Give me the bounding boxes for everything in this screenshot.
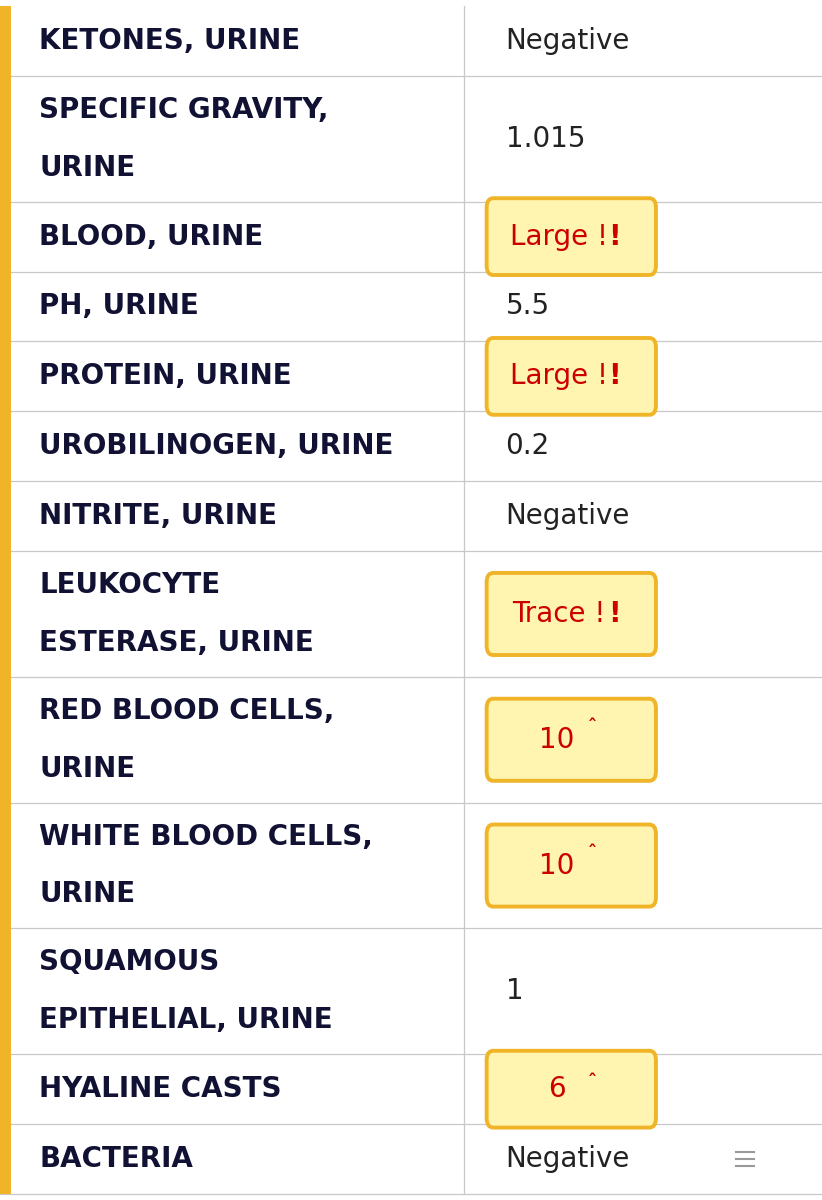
Text: KETONES, URINE: KETONES, URINE [39, 26, 301, 55]
Text: !: ! [607, 362, 621, 390]
Bar [0, 6, 11, 1194]
Text: UROBILINOGEN, URINE: UROBILINOGEN, URINE [39, 432, 394, 461]
Text: 1.015: 1.015 [506, 125, 585, 152]
Text: ˆ: ˆ [588, 718, 596, 736]
Text: Large !: Large ! [510, 223, 608, 251]
Text: 6: 6 [547, 1075, 566, 1103]
Text: EPITHELIAL, URINE: EPITHELIAL, URINE [39, 1007, 333, 1034]
Text: 10: 10 [538, 852, 575, 880]
FancyBboxPatch shape [487, 1051, 656, 1128]
FancyBboxPatch shape [487, 572, 656, 655]
Text: ˆ: ˆ [588, 1073, 596, 1091]
Text: 10: 10 [538, 726, 575, 754]
Text: 5.5: 5.5 [506, 293, 550, 320]
Text: RED BLOOD CELLS,: RED BLOOD CELLS, [39, 697, 335, 725]
Text: !: ! [607, 223, 621, 251]
Text: Negative: Negative [506, 502, 630, 530]
Text: LEUKOCYTE: LEUKOCYTE [39, 571, 220, 599]
Text: !: ! [607, 600, 621, 628]
Text: PROTEIN, URINE: PROTEIN, URINE [39, 362, 292, 390]
Text: Large !: Large ! [510, 362, 608, 390]
Text: Negative: Negative [506, 26, 630, 55]
Text: ˆ: ˆ [588, 844, 596, 862]
FancyBboxPatch shape [487, 338, 656, 415]
Text: ESTERASE, URINE: ESTERASE, URINE [39, 629, 314, 656]
Text: URINE: URINE [39, 755, 136, 782]
Text: NITRITE, URINE: NITRITE, URINE [39, 502, 278, 530]
Text: URINE: URINE [39, 881, 136, 908]
FancyBboxPatch shape [487, 824, 656, 907]
Text: URINE: URINE [39, 154, 136, 181]
Text: 1: 1 [506, 977, 523, 1006]
FancyBboxPatch shape [487, 198, 656, 275]
Text: Trace !: Trace ! [512, 600, 606, 628]
Text: WHITE BLOOD CELLS,: WHITE BLOOD CELLS, [39, 823, 373, 851]
Text: 0.2: 0.2 [506, 432, 550, 461]
Text: SPECIFIC GRAVITY,: SPECIFIC GRAVITY, [39, 96, 329, 124]
Text: HYALINE CASTS: HYALINE CASTS [39, 1075, 282, 1103]
FancyBboxPatch shape [487, 698, 656, 781]
Text: BLOOD, URINE: BLOOD, URINE [39, 223, 264, 251]
Text: BACTERIA: BACTERIA [39, 1145, 193, 1174]
Text: Negative: Negative [506, 1145, 630, 1174]
Text: SQUAMOUS: SQUAMOUS [39, 948, 219, 977]
Text: PH, URINE: PH, URINE [39, 293, 199, 320]
